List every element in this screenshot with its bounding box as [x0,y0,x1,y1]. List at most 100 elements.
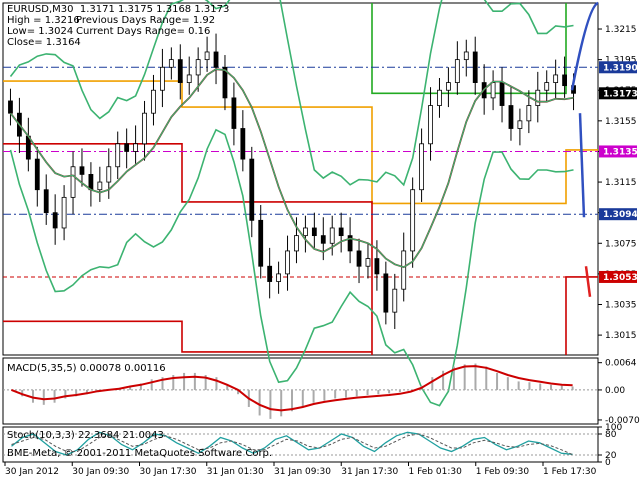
red-down-arrow [584,266,592,298]
candle-body [320,235,326,244]
candle-body [186,74,192,83]
panel-frame-main [2,2,599,356]
candle-body [34,158,40,191]
candle-body [392,288,398,313]
green-level-line [371,3,567,95]
candle-body [8,100,13,114]
candle-body [88,174,94,191]
candle-body [517,120,523,129]
stoch-y-tick-label: 20 [605,451,617,461]
x-tick-label: 30 Jan 2012 [5,467,59,477]
macd-y-tick-label: 0.00 [605,386,625,396]
candle-body [133,143,138,152]
candle-body [160,66,165,91]
red-level-line-upper [3,143,373,355]
blue-down-arrow [578,113,586,218]
red-level-line-right [565,276,598,355]
y-tick-label: 1.3155 [605,117,637,127]
candle-body [374,258,380,275]
price-label-0: 1.3190 [603,63,638,73]
candle-body [535,89,541,106]
x-tick-label: 1 Feb 09:30 [476,467,530,477]
x-tick-label: 1 Feb 01:30 [409,467,463,477]
candle-body [258,219,264,267]
candle-body [526,105,532,122]
candle-body [383,273,389,313]
price-label-2: 1.3135 [603,147,638,157]
candle-body [70,166,76,198]
x-tick-label: 1 Feb 17:30 [543,467,597,477]
candle-body [553,74,559,83]
candle-body [231,97,237,129]
previous-range-label: Previous Days Range= 1.92 [76,15,216,26]
candle-body [454,59,460,83]
price-label-box-3 [599,208,637,221]
candle-body [285,250,290,275]
candle-body [151,89,156,114]
candle-body [294,235,299,252]
candle-body [52,212,58,229]
candle-body [347,235,353,252]
candle-body [490,82,496,99]
candle-body [428,105,433,145]
candle-body [463,51,469,61]
bollinger-middle-band [10,68,574,268]
y-tick-label: 1.3075 [605,239,637,249]
stoch-y-tick-label: 100 [605,423,622,433]
candle-body [204,51,210,61]
candle-body [329,227,335,244]
candle-body [222,66,228,99]
candle-body [356,250,362,267]
candle-body [508,105,514,129]
candle-body [177,59,183,83]
copyright-text: BME-Meta, © 2001-2011 MetaQuotes Softwar… [7,448,273,459]
candle-body [446,82,451,91]
low-label: Low= 1.3024 [7,26,74,37]
panel-frame-stoch [2,426,599,463]
candle-body [410,189,416,252]
y-tick-label: 1.3035 [605,300,637,310]
x-tick-label: 31 Jan 09:30 [274,467,331,477]
candle-body [115,143,121,168]
x-tick-label: 31 Jan 17:30 [341,467,398,477]
candle-body [276,273,281,282]
x-tick-label: 30 Jan 17:30 [140,467,197,477]
candle-body [97,181,103,191]
moving-average-line [9,68,574,269]
candle-body [338,227,344,237]
candle-body [142,112,147,145]
candle-body [124,143,130,152]
high-label: High = 1.3216 [7,15,80,26]
candle-body [79,166,85,175]
macd-signal-line [11,365,573,412]
stoch-signal-line [11,433,573,456]
candle-body [213,51,219,68]
candle-body [303,227,308,237]
red-level-line-lower [3,320,372,353]
price-label-3: 1.3094 [603,210,638,220]
blue-forecast-arrow [570,1,599,91]
price-label-box-2 [599,145,637,158]
candle-body [168,59,174,68]
candle-body [240,128,246,160]
candle-body [267,265,273,282]
candle-body [106,166,112,183]
price-label-box-4 [599,270,637,283]
macd-y-tick-label: -0.00705 [605,416,640,426]
price-label-4: 1.3053 [603,273,638,283]
candle-body [43,189,49,214]
candle-body [419,143,424,191]
bollinger-lower-band [9,128,574,407]
candle-body [499,82,505,106]
candle-body [311,227,317,237]
y-tick-label: 1.3015 [605,331,637,341]
candle-body [61,196,67,229]
close-label: Close= 1.3164 [7,37,81,48]
candle-body [401,250,407,290]
candle-body [195,59,201,76]
price-label-box-0 [599,61,637,74]
candle-body [562,74,567,87]
price-label-1: 1.3173 [603,89,638,99]
macd-y-tick-label: 0.0064 [605,359,637,369]
